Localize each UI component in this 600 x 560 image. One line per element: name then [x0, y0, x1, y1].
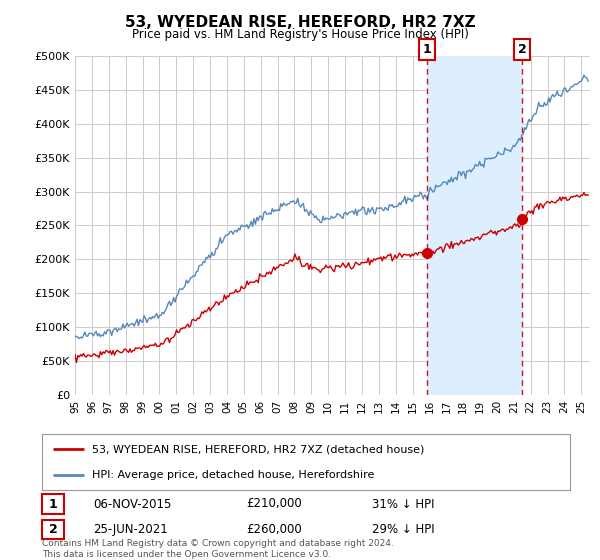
- Text: Contains HM Land Registry data © Crown copyright and database right 2024.
This d: Contains HM Land Registry data © Crown c…: [42, 539, 394, 559]
- Text: HPI: Average price, detached house, Herefordshire: HPI: Average price, detached house, Here…: [92, 470, 374, 480]
- Text: 2: 2: [49, 522, 58, 536]
- Text: 29% ↓ HPI: 29% ↓ HPI: [372, 522, 434, 536]
- Text: 1: 1: [422, 43, 431, 56]
- Text: 53, WYEDEAN RISE, HEREFORD, HR2 7XZ: 53, WYEDEAN RISE, HEREFORD, HR2 7XZ: [125, 15, 475, 30]
- Text: 2: 2: [518, 43, 526, 56]
- Text: £260,000: £260,000: [246, 522, 302, 536]
- Text: 1: 1: [49, 497, 58, 511]
- Text: 06-NOV-2015: 06-NOV-2015: [93, 497, 172, 511]
- Text: Price paid vs. HM Land Registry's House Price Index (HPI): Price paid vs. HM Land Registry's House …: [131, 28, 469, 41]
- Text: 53, WYEDEAN RISE, HEREFORD, HR2 7XZ (detached house): 53, WYEDEAN RISE, HEREFORD, HR2 7XZ (det…: [92, 444, 425, 454]
- Text: £210,000: £210,000: [246, 497, 302, 511]
- Text: 31% ↓ HPI: 31% ↓ HPI: [372, 497, 434, 511]
- Text: 25-JUN-2021: 25-JUN-2021: [93, 522, 168, 536]
- Bar: [427, 56, 522, 395]
